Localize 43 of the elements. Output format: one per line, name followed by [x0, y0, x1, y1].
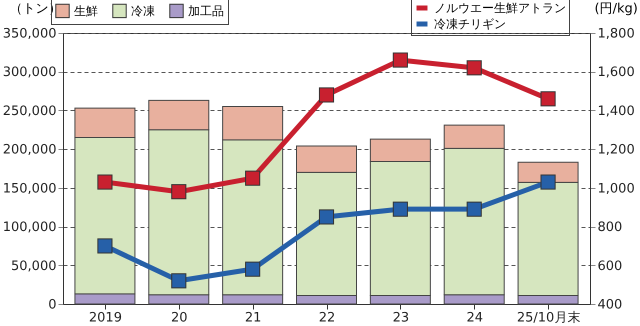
y-tick-label: 200,000 [2, 142, 56, 158]
legend-label: 冷凍 [131, 4, 155, 18]
x-tick-label: 25/10月末 [516, 310, 580, 326]
y-tick-label: 250,000 [2, 104, 56, 119]
x-tick-label: 20 [171, 310, 188, 326]
point [171, 184, 186, 200]
legend-label: 冷凍チリギン [434, 17, 506, 31]
legend-label: ノルウエー生鮮アトラン [434, 1, 566, 15]
y-tick-label: 150,000 [2, 181, 56, 196]
x-tick-label: 21 [244, 310, 262, 326]
y-tick-label: 300,000 [2, 65, 56, 80]
x-tick-label: 23 [392, 310, 410, 326]
point [97, 238, 112, 254]
y2-tick-label: 400 [598, 298, 622, 312]
point [540, 91, 556, 106]
y-tick-label: 0 [48, 298, 56, 312]
y2-tick-label: 1,600 [598, 65, 635, 80]
point [466, 60, 482, 76]
y-tick-label: 100,000 [2, 220, 56, 236]
point [318, 209, 334, 224]
y2-tick-label: 1,200 [598, 142, 635, 158]
y2-axis-title: (円/kg) [594, 2, 638, 16]
point [245, 262, 260, 277]
point [392, 52, 408, 68]
x-tick-label: 2019 [88, 310, 122, 326]
y2-tick-label: 600 [598, 258, 622, 274]
point [171, 273, 186, 288]
point [392, 202, 408, 217]
y-tick-label: 50,000 [11, 258, 56, 274]
y2-tick-label: 1,400 [598, 104, 635, 119]
legend-label: 生鮮 [74, 4, 98, 18]
x-tick-label: 24 [466, 310, 483, 326]
x-tick-label: 22 [318, 310, 336, 326]
y2-tick-label: 800 [598, 220, 622, 236]
point [318, 87, 334, 103]
legend-label: 加工品 [188, 4, 224, 18]
y2-tick-label: 1,800 [598, 26, 635, 42]
point [97, 174, 112, 190]
y2-tick-label: 1,000 [598, 181, 635, 196]
point [466, 202, 482, 217]
y-tick-label: 350,000 [2, 26, 56, 42]
point [245, 170, 260, 186]
point [540, 174, 556, 190]
